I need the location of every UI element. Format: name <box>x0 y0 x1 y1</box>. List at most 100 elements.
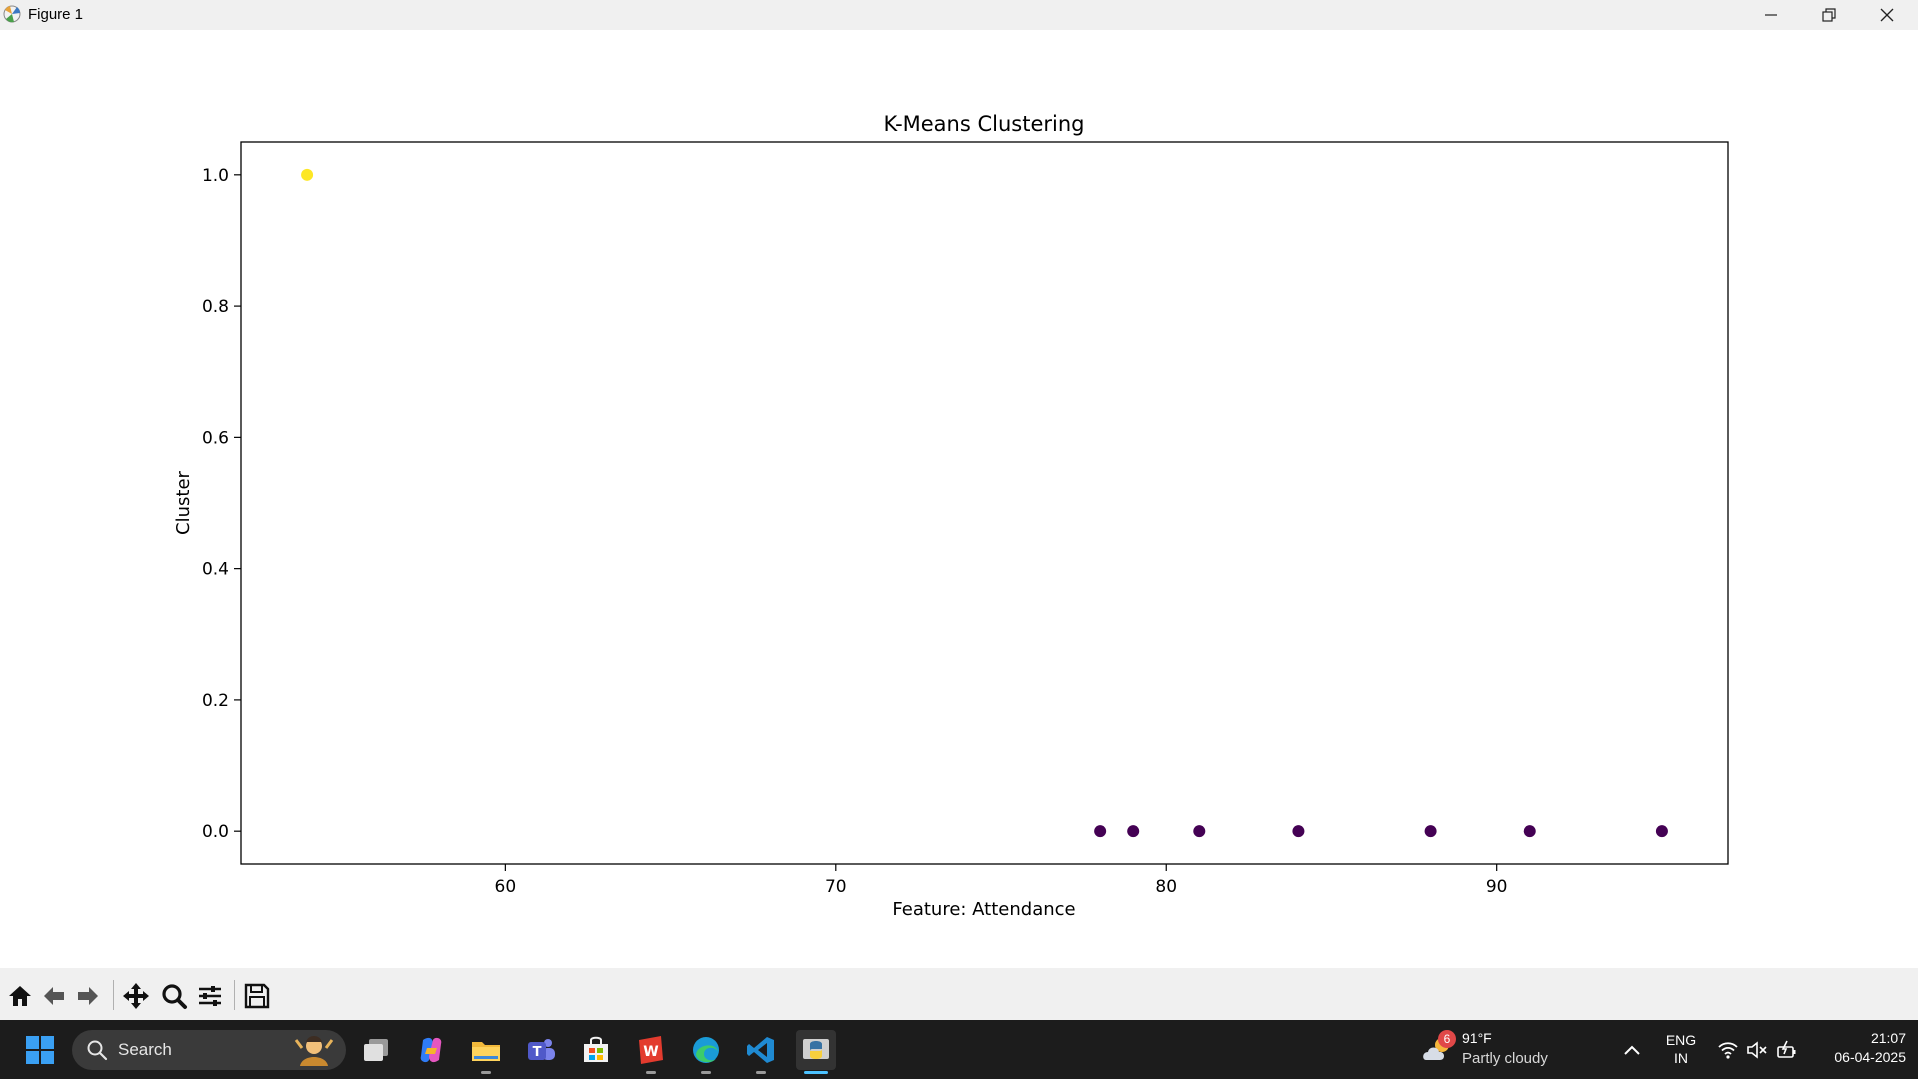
configure-subplots-icon <box>199 986 221 1006</box>
configure-subplots-button[interactable] <box>194 980 226 1012</box>
taskbar-weather-widget[interactable]: 6 91°F Partly cloudy <box>1420 1028 1580 1072</box>
axes-frame <box>240 141 1729 865</box>
taskbar-teams[interactable]: T <box>521 1030 561 1070</box>
scatter-point <box>1292 825 1305 838</box>
python-icon <box>803 1039 829 1059</box>
weather-badge: 6 <box>1438 1030 1456 1048</box>
weather-condition: Partly cloudy <box>1462 1050 1548 1067</box>
taskbar-edge[interactable] <box>686 1030 726 1074</box>
taskbar-task-view[interactable] <box>356 1030 396 1070</box>
pan-icon <box>123 983 149 1009</box>
toolbar-separator <box>234 980 235 1010</box>
clock-time: 21:07 <box>1870 1030 1906 1046</box>
wps-office-icon: W <box>639 1036 663 1064</box>
scatter-point <box>301 168 314 181</box>
scatter-chart: K-Means Clustering 60 70 80 90 0.0 0.2 0.4 0.6… <box>173 112 1729 920</box>
close-icon <box>1880 8 1894 22</box>
running-indicator <box>701 1071 711 1074</box>
vscode-icon <box>747 1037 774 1063</box>
navigation-toolbar <box>0 968 1918 1020</box>
clock-date: 06-04-2025 <box>1834 1049 1906 1065</box>
teams-icon: T <box>528 1039 555 1060</box>
windows-taskbar: Search T W 6 91°F Partl <box>0 1020 1918 1079</box>
taskbar-file-explorer[interactable] <box>466 1030 506 1074</box>
taskbar-copilot[interactable] <box>411 1030 451 1070</box>
home-icon <box>9 986 31 1006</box>
minimize-icon <box>1765 14 1777 16</box>
volume-status[interactable] <box>1742 1030 1772 1070</box>
home-button[interactable] <box>4 980 36 1012</box>
figure-canvas[interactable]: K-Means Clustering 60 70 80 90 0.0 0.2 0.4 0.6… <box>0 30 1918 968</box>
save-button[interactable] <box>241 980 273 1012</box>
taskbar-microsoft-store[interactable] <box>576 1030 616 1070</box>
chart-title: K-Means Clustering <box>884 112 1085 136</box>
toolbar-separator <box>113 980 114 1010</box>
y-tick-label: 0.8 <box>202 297 229 317</box>
window-titlebar: Figure 1 <box>0 0 1918 30</box>
active-indicator <box>804 1071 828 1074</box>
x-tick-label: 60 <box>495 877 517 897</box>
forward-arrow-icon <box>78 987 98 1005</box>
chevron-up-icon <box>1624 1045 1640 1055</box>
x-tick-label: 90 <box>1486 877 1508 897</box>
taskbar-search-box[interactable]: Search <box>72 1030 346 1070</box>
scatter-point <box>1424 825 1437 838</box>
system-clock[interactable]: 21:07 06-04-2025 <box>1810 1030 1906 1065</box>
weather-temperature: 91°F <box>1462 1030 1492 1046</box>
battery-status[interactable] <box>1772 1030 1802 1070</box>
y-tick-label: 0.4 <box>202 560 229 580</box>
language-region: IN <box>1674 1050 1688 1066</box>
y-axis-ticks: 0.0 0.2 0.4 0.6 0.8 1.0 <box>202 166 241 842</box>
matplotlib-app-icon <box>3 5 21 23</box>
running-indicator <box>756 1071 766 1074</box>
back-arrow-icon <box>44 987 64 1005</box>
svg-text:W: W <box>643 1044 658 1060</box>
task-view-icon <box>364 1039 388 1061</box>
search-highlight-illustration-icon <box>294 1036 334 1066</box>
forward-button[interactable] <box>72 980 104 1012</box>
scatter-point <box>1193 825 1206 838</box>
folder-icon <box>472 1042 500 1061</box>
x-axis-label: Feature: Attendance <box>892 899 1075 920</box>
window-title: Figure 1 <box>28 6 84 23</box>
taskbar-python-figure[interactable] <box>796 1030 836 1074</box>
language-code: ENG <box>1665 1032 1697 1048</box>
y-tick-label: 0.6 <box>202 428 229 448</box>
taskbar-wps-office[interactable]: W <box>631 1030 671 1074</box>
windows-logo-icon <box>26 1036 54 1064</box>
network-status[interactable] <box>1712 1030 1744 1070</box>
x-tick-label: 70 <box>825 877 847 897</box>
y-tick-label: 1.0 <box>202 166 229 186</box>
close-button[interactable] <box>1858 0 1916 30</box>
running-indicator <box>481 1071 491 1074</box>
back-button[interactable] <box>38 980 70 1012</box>
copilot-icon <box>420 1037 442 1063</box>
pan-button[interactable] <box>120 980 152 1012</box>
zoom-icon <box>162 984 187 1009</box>
minimize-button[interactable] <box>1742 0 1800 30</box>
running-indicator <box>646 1071 656 1074</box>
restore-button[interactable] <box>1800 0 1858 30</box>
store-icon <box>584 1036 608 1062</box>
wifi-icon <box>1718 1042 1738 1059</box>
y-axis-label: Cluster <box>173 470 194 534</box>
scatter-point <box>1655 825 1668 838</box>
search-label: Search <box>118 1040 172 1059</box>
scatter-points <box>301 168 1668 838</box>
zoom-button[interactable] <box>158 980 190 1012</box>
restore-icon <box>1822 8 1836 22</box>
edge-browser-icon <box>693 1037 719 1063</box>
x-axis-ticks: 60 70 80 90 <box>495 864 1508 897</box>
input-language-indicator[interactable]: ENG IN <box>1658 1032 1704 1066</box>
show-hidden-icons-button[interactable] <box>1612 1030 1652 1070</box>
scatter-point <box>1094 825 1107 838</box>
taskbar-vscode[interactable] <box>741 1030 781 1074</box>
y-tick-label: 0.0 <box>202 822 229 842</box>
search-icon <box>87 1040 108 1061</box>
y-tick-label: 0.2 <box>202 691 229 711</box>
start-button[interactable] <box>20 1030 60 1070</box>
volume-muted-icon <box>1747 1041 1767 1059</box>
scatter-point <box>1127 825 1140 838</box>
svg-text:T: T <box>533 1045 542 1060</box>
scatter-point <box>1523 825 1536 838</box>
